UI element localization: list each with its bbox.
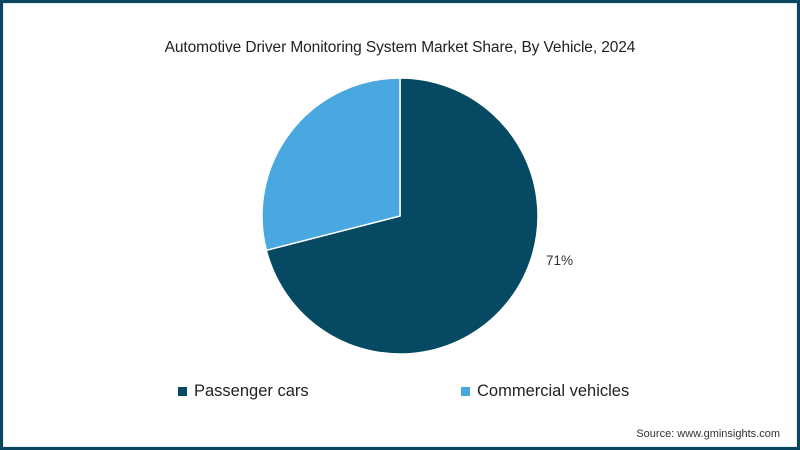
- source-credit: Source: www.gminsights.com: [636, 428, 780, 440]
- legend-label-commercial-vehicles: Commercial vehicles: [477, 382, 630, 400]
- legend-item-commercial-vehicles[interactable]: Commercial vehicles: [461, 382, 629, 401]
- data-label-passenger-cars: 71%: [546, 253, 574, 268]
- pie-slice-commercial-vehicles[interactable]: [261, 77, 401, 252]
- pie-slices: [261, 77, 539, 355]
- chart-title: Automotive Driver Monitoring System Mark…: [164, 39, 636, 56]
- pie-slice-passenger-cars[interactable]: [265, 77, 539, 355]
- legend-swatch-commercial-vehicles-icon: [461, 387, 470, 396]
- legend-swatch-passenger-cars-icon: [178, 387, 187, 396]
- legend-item-passenger-cars[interactable]: Passenger cars: [178, 382, 309, 401]
- pie-chart: [261, 77, 539, 355]
- legend-label-passenger-cars: Passenger cars: [194, 382, 309, 400]
